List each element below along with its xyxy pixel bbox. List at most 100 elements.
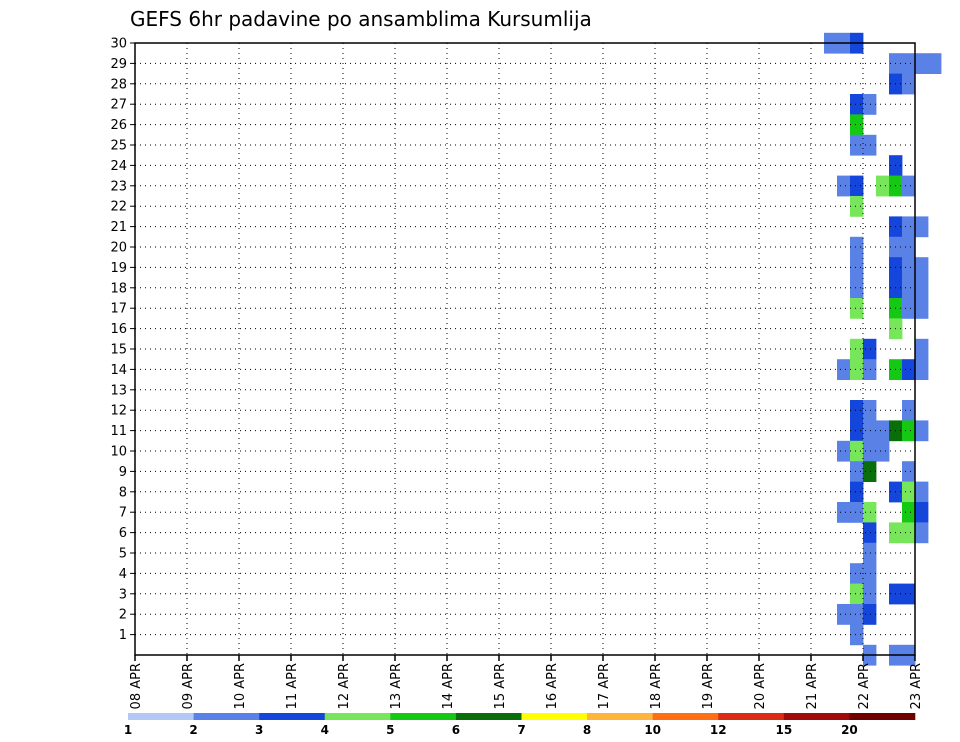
y-tick-label: 24 — [110, 159, 127, 174]
heatmap-cell — [850, 114, 864, 136]
heatmap-cell — [850, 440, 864, 462]
x-tick-label: 16 APR — [545, 663, 560, 709]
cells-layer — [824, 32, 942, 666]
heatmap-cell — [850, 257, 864, 278]
heatmap-cell — [915, 481, 929, 503]
colorbar-swatch — [324, 713, 391, 720]
y-tick-label: 20 — [110, 241, 127, 256]
x-tick-label: 20 APR — [753, 663, 768, 709]
heatmap-cell — [850, 624, 864, 646]
y-tick-label: 12 — [110, 404, 127, 419]
heatmap-cell — [863, 338, 877, 360]
heatmap-cell — [928, 53, 942, 74]
colorbar-swatch — [849, 713, 916, 720]
heatmap-cell — [863, 604, 877, 625]
heatmap-cell — [850, 298, 864, 319]
heatmap-cell — [863, 461, 877, 482]
heatmap-cell — [850, 481, 864, 503]
y-tick-label: 28 — [110, 77, 127, 92]
heatmap-cell — [915, 277, 929, 299]
y-tick-label: 5 — [119, 547, 127, 562]
heatmap-cell — [850, 420, 864, 442]
y-tick-label: 16 — [110, 322, 127, 337]
colorbar-swatch — [652, 713, 719, 720]
x-tick-label: 13 APR — [389, 663, 404, 709]
colorbar-swatch — [783, 713, 850, 720]
heatmap-cell — [863, 400, 877, 421]
heatmap-cell — [902, 522, 916, 544]
heatmap-cell — [902, 216, 916, 238]
y-tick-label: 9 — [119, 465, 127, 480]
colorbar-swatch — [718, 713, 785, 720]
heatmap-cell — [902, 175, 916, 197]
y-tick-label: 1 — [119, 628, 127, 643]
x-tick-label: 23 APR — [909, 663, 924, 709]
heatmap-cell — [902, 420, 916, 442]
colorbar-label: 4 — [321, 723, 329, 737]
colorbar-swatch — [587, 713, 653, 720]
heatmap-cell — [915, 298, 929, 319]
y-tick-label: 21 — [110, 220, 127, 235]
heatmap-cell — [863, 563, 877, 584]
colorbar: 1 2 3 4 5 6 7 8 10 12 15 20 — [124, 713, 916, 737]
x-tick-label: 11 APR — [285, 663, 300, 709]
heatmap-cell — [902, 461, 916, 482]
heatmap-cell — [915, 257, 929, 278]
heatmap-cell — [837, 440, 851, 462]
x-tick-label: 17 APR — [597, 663, 612, 709]
heatmap-cell — [850, 277, 864, 299]
y-axis: 1234567891011121314151617181920212223242… — [110, 37, 135, 643]
heatmap-cell — [902, 359, 916, 380]
x-tick-label: 12 APR — [337, 663, 352, 709]
heatmap-cell — [876, 175, 890, 197]
heatmap-cell — [876, 420, 890, 442]
heatmap-cell — [837, 359, 851, 380]
heatmap-cell — [850, 583, 864, 605]
y-tick-label: 6 — [119, 526, 127, 541]
heatmap-cell — [902, 53, 916, 74]
heatmap-cell — [863, 502, 877, 523]
y-tick-label: 2 — [119, 608, 127, 623]
heatmap-cell — [863, 522, 877, 544]
colorbar-label: 2 — [189, 723, 197, 737]
colorbar-swatch — [455, 713, 522, 720]
heatmap-cell — [915, 338, 929, 360]
x-tick-label: 08 APR — [129, 663, 144, 709]
heatmap-cell — [902, 400, 916, 421]
y-tick-label: 19 — [110, 261, 127, 276]
heatmap-cell — [902, 236, 916, 258]
y-tick-label: 26 — [110, 118, 127, 133]
colorbar-label: 8 — [583, 723, 591, 737]
heatmap-cell — [837, 175, 851, 197]
heatmap-cell — [902, 298, 916, 319]
y-tick-label: 4 — [119, 567, 127, 582]
x-tick-label: 21 APR — [805, 663, 820, 709]
heatmap-cell — [837, 502, 851, 523]
x-axis: 08 APR 09 APR 10 APR 11 APR 12 APR 13 APR 14 A… — [129, 655, 924, 709]
y-tick-label: 18 — [110, 281, 127, 296]
x-tick-label: 19 APR — [701, 663, 716, 709]
heatmap-cell — [863, 94, 877, 115]
y-tick-label: 11 — [110, 424, 127, 439]
heatmap-cell — [863, 359, 877, 380]
heatmap-cell — [850, 134, 864, 156]
colorbar-swatch — [193, 713, 260, 720]
y-tick-label: 10 — [110, 445, 127, 460]
heatmap-cell — [850, 359, 864, 380]
heatmap-cell — [915, 359, 929, 380]
heatmap-cell — [850, 196, 864, 217]
colorbar-label: 7 — [517, 723, 525, 737]
heatmap-cell — [850, 461, 864, 482]
heatmap-cell — [850, 175, 864, 197]
heatmap-cell — [863, 440, 877, 462]
grid-layer — [135, 42, 915, 655]
x-tick-label: 15 APR — [493, 663, 508, 709]
colorbar-label: 5 — [386, 723, 394, 737]
heatmap-cell — [902, 257, 916, 278]
heatmap-cell — [863, 420, 877, 442]
heatmap-cell — [902, 583, 916, 605]
y-tick-label: 29 — [110, 57, 127, 72]
x-tick-label: 09 APR — [181, 663, 196, 709]
y-tick-label: 15 — [110, 343, 127, 358]
